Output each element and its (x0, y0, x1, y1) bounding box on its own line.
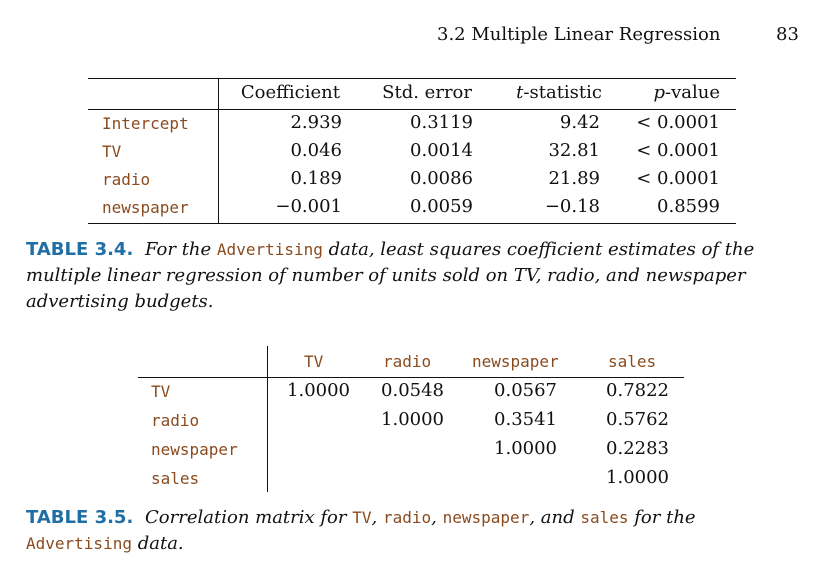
caption-line: TABLE 3.5. Correlation matrix for TV, ra… (26, 505, 816, 531)
cell-coefficient: 0.046 (290, 140, 342, 161)
column-header-sales: sales (608, 352, 657, 371)
correlation-cell: 1.0000 (287, 380, 350, 401)
row-label-sales: sales (151, 469, 200, 488)
cell-t-statistic: 9.42 (559, 112, 600, 133)
row-label-intercept: Intercept (102, 114, 189, 133)
running-header: 3.2 Multiple Linear Regression 83 (0, 22, 838, 48)
row-label-tv: TV (102, 142, 122, 161)
caption-text: For the (145, 239, 212, 260)
table-header-rule (88, 109, 736, 110)
table-column-divider (267, 346, 268, 492)
cell-std-error: 0.0014 (410, 140, 473, 161)
cell-coefficient: −0.001 (275, 196, 342, 217)
caption-code-tv: TV (352, 508, 372, 527)
caption-text: for the (634, 507, 696, 528)
cell-std-error: 0.0086 (410, 168, 473, 189)
correlation-cell: 0.2283 (606, 438, 669, 459)
caption-line: Advertising data. (26, 531, 816, 557)
correlation-cell: 0.0567 (494, 380, 557, 401)
table-3-5-caption: TABLE 3.5. Correlation matrix for TV, ra… (26, 505, 816, 557)
table-column-divider (218, 78, 219, 224)
cell-t-statistic: −0.18 (544, 196, 600, 217)
row-label-radio: radio (102, 170, 151, 189)
column-header-tv: TV (304, 352, 324, 371)
column-header-radio: radio (383, 352, 432, 371)
cell-coefficient: 0.189 (290, 168, 342, 189)
caption-number: TABLE 3.5. (26, 507, 134, 528)
cell-coefficient: 2.939 (290, 112, 342, 133)
cell-p-value: < 0.0001 (636, 140, 720, 161)
caption-text: , (431, 507, 437, 528)
caption-code-radio: radio (382, 508, 432, 527)
row-label-newspaper: newspaper (102, 198, 189, 217)
caption-text: data. (137, 533, 184, 554)
cell-std-error: 0.3119 (410, 112, 473, 133)
correlation-cell: 0.7822 (606, 380, 669, 401)
correlation-cell: 1.0000 (606, 467, 669, 488)
cell-t-statistic: 21.89 (548, 168, 600, 189)
correlation-cell: 0.0548 (381, 380, 444, 401)
caption-text: Correlation matrix for (145, 507, 347, 528)
correlation-cell: 0.5762 (606, 409, 669, 430)
column-header-std-error: Std. error (382, 82, 472, 103)
table-header-rule (138, 377, 684, 378)
table-3-4-caption: TABLE 3.4. For the Advertising data, lea… (26, 237, 816, 315)
correlation-cell: 1.0000 (494, 438, 557, 459)
table-bottom-rule (88, 223, 736, 224)
table-top-rule (88, 78, 736, 79)
caption-line: advertising budgets. (26, 291, 214, 312)
cell-p-value: 0.8599 (657, 196, 720, 217)
cell-p-value: < 0.0001 (636, 168, 720, 189)
caption-text: , (371, 507, 378, 528)
caption-line: TABLE 3.4. For the Advertising data, lea… (26, 237, 816, 263)
caption-code-advertising: Advertising (26, 534, 132, 553)
section-title: 3.2 Multiple Linear Regression (437, 24, 721, 45)
column-header-newspaper: newspaper (472, 352, 559, 371)
cell-t-statistic: 32.81 (548, 140, 600, 161)
caption-code-sales: sales (580, 508, 629, 527)
caption-text: data, least squares coefficient estimate… (328, 239, 755, 260)
page-number: 83 (776, 24, 799, 45)
column-header-p-value: p-value (653, 82, 720, 103)
cell-std-error: 0.0059 (410, 196, 473, 217)
caption-text: , and (529, 507, 575, 528)
table-3-5: TV radio newspaper sales TV radio newspa… (138, 346, 684, 492)
cell-p-value: < 0.0001 (636, 112, 720, 133)
table-3-4: Coefficient Std. error t-statistic p-val… (88, 78, 736, 224)
caption-number: TABLE 3.4. (26, 239, 134, 260)
correlation-cell: 1.0000 (381, 409, 444, 430)
column-header-t-statistic: t-statistic (516, 82, 602, 103)
caption-code-newspaper: newspaper (442, 508, 530, 527)
caption-line: multiple linear regression of number of … (26, 265, 746, 286)
row-label-newspaper: newspaper (151, 440, 238, 459)
row-label-radio: radio (151, 411, 200, 430)
row-label-tv: TV (151, 382, 171, 401)
column-header-coefficient: Coefficient (240, 82, 340, 103)
correlation-cell: 0.3541 (494, 409, 557, 430)
caption-code-advertising: Advertising (216, 240, 323, 259)
